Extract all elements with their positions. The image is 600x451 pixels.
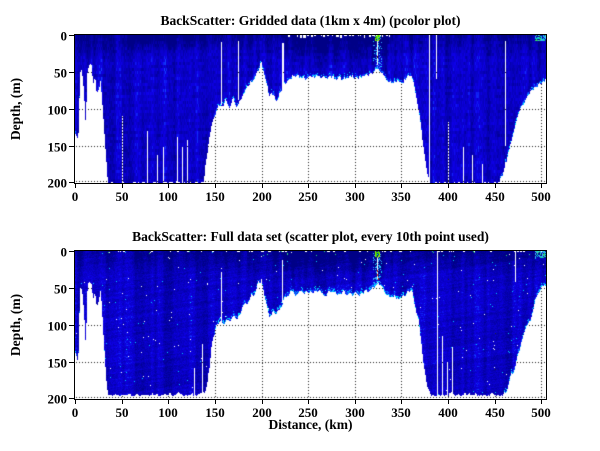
x-tick-label: 500: [531, 189, 551, 204]
y-tick-label: 100: [47, 102, 68, 118]
tick-mark: [69, 72, 74, 73]
x-tick-label: 0: [71, 189, 79, 204]
x-tick-label: 500: [531, 405, 551, 420]
tick-mark: [69, 398, 74, 399]
tick-mark: [401, 184, 402, 188]
x-tick-label: 200: [252, 405, 272, 420]
x-tick-label: 250: [298, 189, 318, 204]
tick-mark: [355, 184, 356, 188]
y-tick-label: 0: [60, 244, 68, 260]
x-tick-label: 200: [252, 189, 272, 204]
plot2-x-axis-label: Distance, (km): [268, 417, 353, 432]
tick-mark: [541, 184, 542, 188]
x-tick-label: 250: [298, 405, 318, 420]
tick-mark: [355, 400, 356, 404]
x-tick-label: 350: [391, 405, 411, 420]
tick-mark: [541, 400, 542, 404]
tick-mark: [69, 251, 74, 252]
tick-mark: [122, 184, 123, 188]
tick-mark: [448, 184, 449, 188]
x-tick-label: 400: [438, 405, 458, 420]
y-tick-label: 0: [60, 28, 68, 44]
plot2-data-canvas: [75, 251, 546, 399]
tick-mark: [69, 288, 74, 289]
tick-mark: [69, 146, 74, 147]
tick-mark: [69, 35, 74, 36]
y-tick-label: 200: [47, 175, 68, 191]
plot2-y-axis-label: Depth, (m): [8, 293, 23, 357]
y-tick-label: 150: [47, 355, 68, 371]
tick-mark: [262, 400, 263, 404]
tick-mark: [122, 400, 123, 404]
y-tick-label: 150: [47, 139, 68, 155]
tick-mark: [308, 400, 309, 404]
plot1-y-axis-label: Depth, (m): [8, 77, 23, 141]
x-tick-label: 150: [205, 189, 225, 204]
x-tick-label: 300: [345, 189, 365, 204]
x-tick-label: 400: [438, 189, 458, 204]
tick-mark: [495, 400, 496, 404]
tick-mark: [495, 184, 496, 188]
x-tick-label: 350: [391, 189, 411, 204]
y-tick-label: 100: [47, 318, 68, 334]
x-tick-label: 50: [115, 405, 129, 420]
tick-mark: [401, 400, 402, 404]
tick-mark: [262, 184, 263, 188]
x-tick-label: 100: [158, 189, 178, 204]
tick-mark: [215, 400, 216, 404]
tick-mark: [75, 400, 76, 404]
x-tick-label: 150: [205, 405, 225, 420]
x-tick-label: 450: [485, 189, 505, 204]
y-tick-label: 50: [54, 281, 67, 297]
x-tick-label: 300: [345, 405, 365, 420]
x-tick-label: 0: [71, 405, 79, 420]
tick-mark: [215, 184, 216, 188]
tick-mark: [69, 182, 74, 183]
plot1-data-canvas: [75, 35, 546, 183]
plot1-axes-box: [74, 34, 547, 184]
tick-mark: [448, 400, 449, 404]
tick-mark: [69, 362, 74, 363]
x-tick-label: 450: [485, 405, 505, 420]
x-tick-label: 100: [158, 405, 178, 420]
tick-mark: [69, 109, 74, 110]
tick-mark: [75, 184, 76, 188]
plot1-title: BackScatter: Gridded data (1km x 4m) (pc…: [160, 13, 461, 28]
plot2-title: BackScatter: Full data set (scatter plot…: [132, 229, 489, 244]
tick-mark: [308, 184, 309, 188]
y-tick-label: 200: [47, 391, 68, 407]
x-tick-label: 50: [115, 189, 129, 204]
tick-mark: [69, 325, 74, 326]
tick-mark: [168, 184, 169, 188]
y-tick-label: 50: [54, 65, 67, 81]
plot2-axes-box: [74, 250, 547, 400]
tick-mark: [168, 400, 169, 404]
